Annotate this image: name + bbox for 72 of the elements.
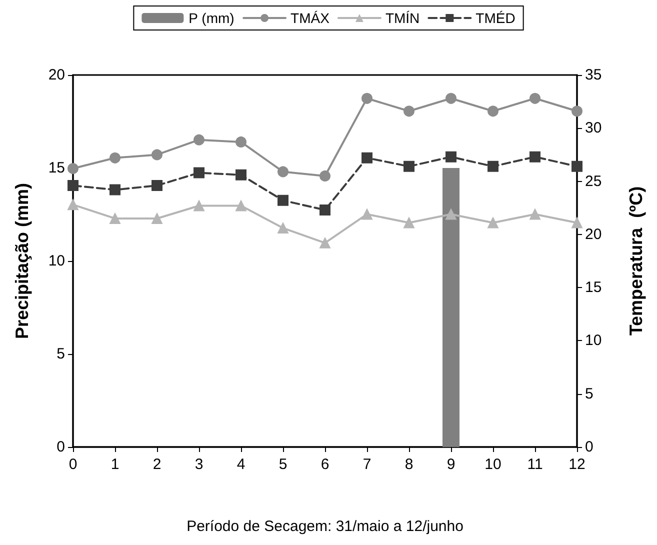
y-tick-label: 0 — [56, 438, 65, 456]
point — [152, 149, 162, 160]
y2-tick-label: 25 — [585, 172, 602, 190]
y-axis-title: Precipitação (mm) — [12, 182, 32, 340]
x-tick-label: 9 — [446, 456, 456, 473]
point — [530, 151, 540, 162]
x-tick-label: 5 — [278, 456, 288, 473]
point — [194, 200, 204, 212]
y2-tick-label: 20 — [585, 226, 602, 243]
y2-tick-label: 30 — [585, 120, 602, 137]
y2-tick-label: 35 — [585, 66, 602, 84]
x-tick-label: 1 — [110, 456, 120, 473]
point — [278, 222, 288, 234]
y-tick-label: 20 — [48, 66, 65, 84]
point — [572, 160, 582, 172]
x-tick-label: 10 — [484, 456, 502, 473]
x-tick-label: 3 — [194, 456, 204, 473]
point — [362, 92, 372, 104]
y2-tick-label: 5 — [585, 385, 594, 402]
point — [152, 212, 162, 224]
x-tick-label: 6 — [320, 456, 330, 473]
point — [278, 194, 288, 206]
point — [68, 199, 78, 210]
point — [446, 92, 456, 104]
y-tick-label: 5 — [56, 346, 65, 362]
y2-tick-label: 0 — [585, 438, 594, 456]
x-tick-label: 2 — [152, 456, 162, 473]
point — [320, 237, 330, 248]
point — [68, 163, 78, 174]
point — [530, 208, 540, 220]
legend-label: TMÉD — [476, 10, 516, 26]
point — [320, 170, 330, 182]
point — [68, 180, 78, 192]
point — [236, 200, 246, 212]
point — [404, 217, 414, 228]
point — [572, 217, 582, 228]
point — [278, 166, 288, 178]
x-tick-label: 4 — [236, 456, 246, 473]
y2-tick-label: 15 — [585, 279, 602, 296]
point — [446, 151, 456, 162]
point — [320, 204, 330, 216]
point — [446, 208, 456, 220]
point — [488, 217, 498, 228]
y-tick-label: 15 — [48, 160, 65, 176]
point — [488, 160, 498, 172]
point — [236, 136, 246, 148]
x-tick-label: 8 — [404, 456, 414, 473]
legend-label: P (mm) — [188, 10, 234, 26]
point — [404, 160, 414, 172]
legend-label: TMÍN — [385, 10, 420, 26]
x-tick-label: 11 — [527, 456, 543, 473]
point — [488, 106, 498, 117]
point — [572, 106, 582, 117]
point — [110, 184, 120, 196]
point — [194, 167, 204, 178]
x-tick-label: 0 — [68, 456, 78, 473]
point — [152, 180, 162, 192]
point — [236, 169, 246, 180]
point — [362, 208, 372, 220]
point — [194, 134, 204, 146]
point — [110, 212, 120, 224]
x-axis-title: Período de Secagem: 31/maio a 12/junho — [186, 518, 464, 535]
point — [110, 152, 120, 164]
x-tick-label: 7 — [362, 456, 372, 473]
y-tick-label: 10 — [48, 252, 65, 270]
point — [362, 152, 372, 164]
point — [404, 106, 414, 117]
x-tick-label: 12 — [568, 456, 586, 473]
legend-label: TMÁX — [290, 10, 330, 26]
point — [530, 92, 540, 104]
y2-tick-label: 10 — [585, 332, 602, 350]
y2-axis-title: Temperatura (ºC) — [626, 186, 646, 336]
